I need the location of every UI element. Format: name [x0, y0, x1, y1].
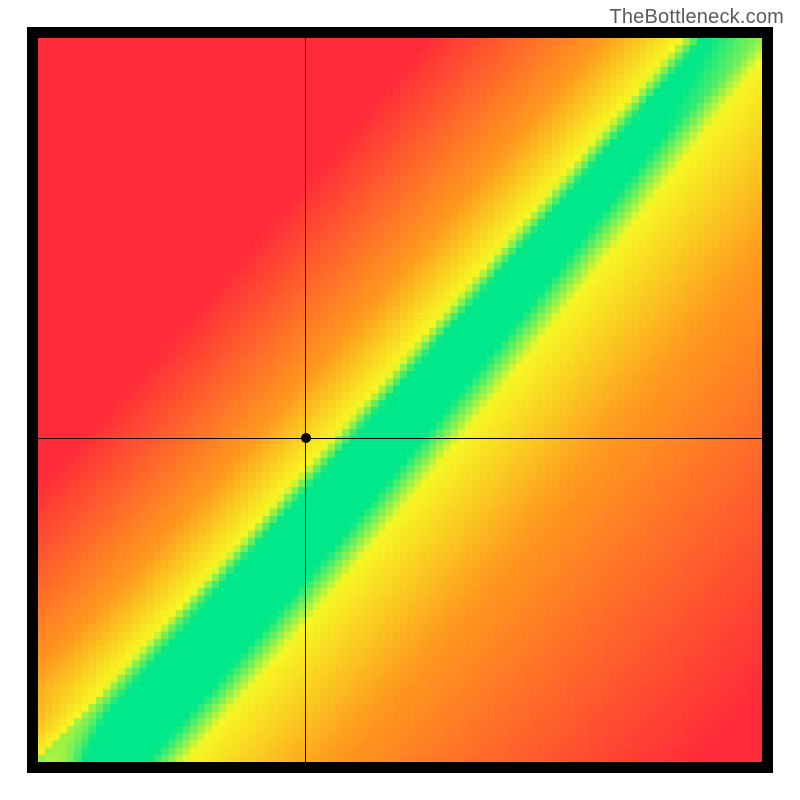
crosshair-marker	[301, 433, 311, 443]
crosshair-vertical	[305, 38, 306, 762]
crosshair-horizontal	[38, 438, 762, 439]
heatmap-canvas	[38, 38, 762, 762]
root-container: TheBottleneck.com	[0, 0, 800, 800]
chart-frame	[27, 27, 773, 773]
watermark-text: TheBottleneck.com	[609, 6, 784, 29]
